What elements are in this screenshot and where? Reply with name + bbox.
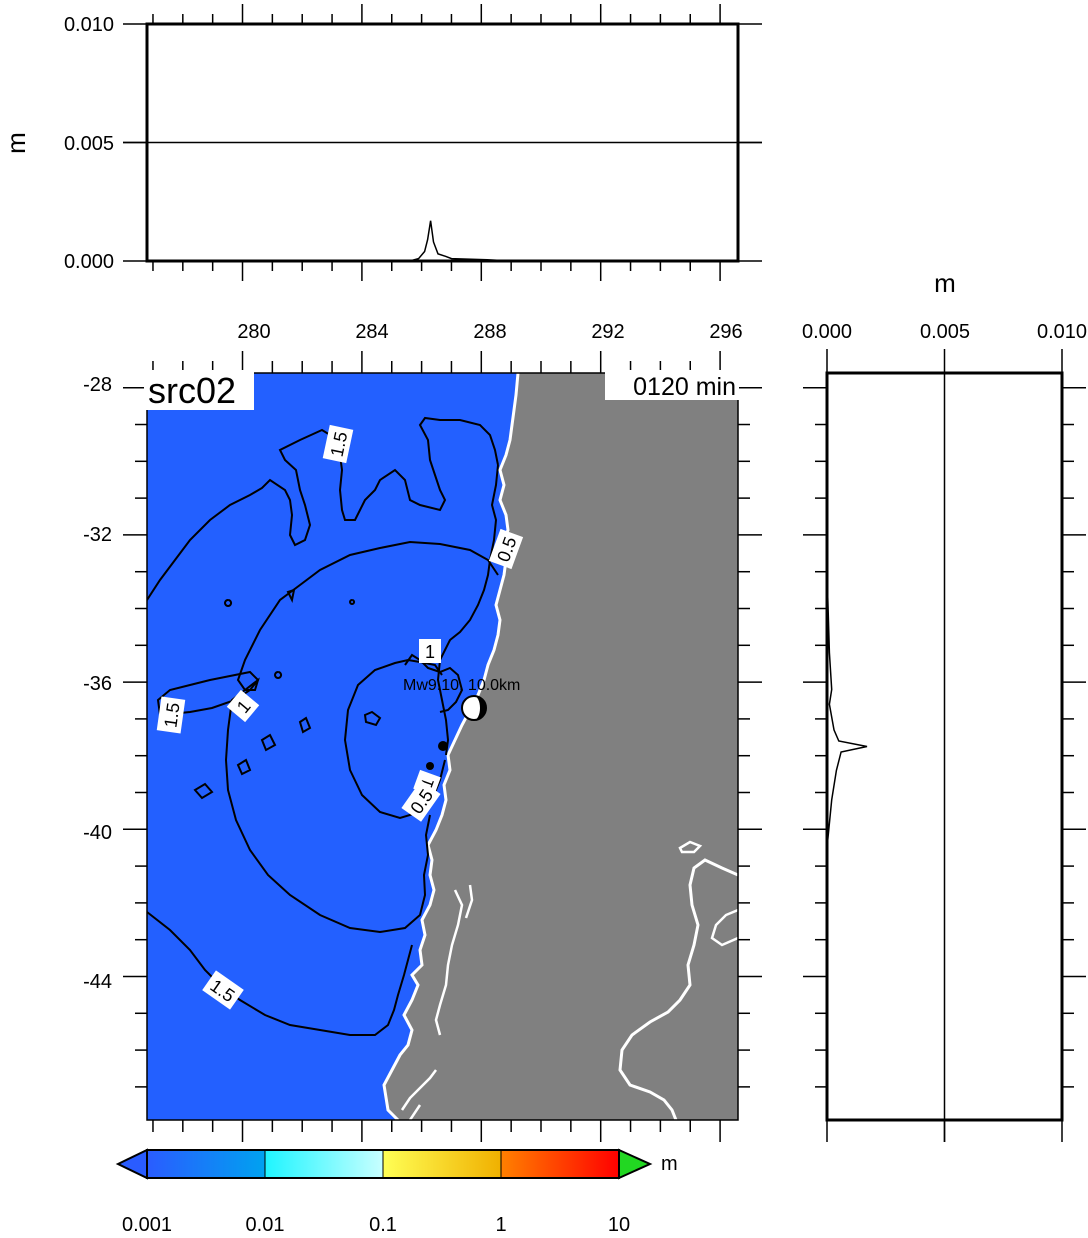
map-panel: 1.5 0.5 1 1.5 1 — [83, 321, 762, 1142]
colorbar-tick-label: 0.01 — [246, 1214, 285, 1236]
right-profile-panel: m 0.000 0.005 0.010 — [802, 268, 1087, 1142]
map-ytick-label: -36 — [83, 673, 112, 695]
right-xlabel: m — [934, 268, 956, 298]
contour-label: 1.5 — [156, 696, 186, 734]
colorbar-band — [147, 1150, 265, 1178]
colorbar-band — [265, 1150, 383, 1178]
contour-line-1.5-south — [147, 911, 413, 1036]
contour-line-coastal-1 — [436, 464, 499, 756]
map-xtick-label: 284 — [355, 321, 388, 343]
map-ytick-label: -44 — [83, 971, 112, 993]
station-marker — [426, 762, 434, 770]
top-ytick-label-0.010: 0.010 — [64, 14, 114, 36]
inland-lake-outline — [678, 840, 703, 854]
contour-line-1.5-islands — [156, 670, 260, 717]
colorbar-under-triangle — [115, 1148, 148, 1180]
right-xtick-label-0.005: 0.005 — [920, 321, 970, 343]
source-label-box — [144, 370, 254, 410]
right-profile-series-line — [826, 571, 868, 848]
map-frame — [146, 372, 739, 1121]
fjord-line — [434, 884, 474, 1036]
svg-text:1.5: 1.5 — [160, 701, 183, 729]
colorbar-tick-label: 0.001 — [122, 1214, 172, 1236]
map-ticks — [123, 351, 762, 1142]
map-xtick-label: 280 — [237, 321, 270, 343]
top-ylabel: m — [1, 132, 31, 154]
map-xtick-label: 296 — [709, 321, 742, 343]
colorbar-tick-label: 1 — [495, 1214, 506, 1236]
top-ytick-label-0.000: 0.000 — [64, 251, 114, 273]
colorbar-tick-label: 10 — [608, 1214, 630, 1236]
map-ytick-label: -40 — [83, 822, 112, 844]
top-profile-panel: 0.010 0.005 0.000 m — [1, 4, 762, 281]
contour-label: 1.5 — [322, 424, 354, 464]
top-profile-series-line — [409, 220, 512, 262]
colorbar: m 0.001 0.01 0.1 1 10 — [115, 1148, 678, 1236]
station-marker — [438, 741, 448, 751]
inland-border-line — [710, 908, 738, 947]
contour-line-coastal-2 — [404, 653, 464, 713]
colorbar-tick-label: 0.1 — [369, 1214, 397, 1236]
map-xtick-label: 292 — [591, 321, 624, 343]
contour-line-1.5-outer — [147, 416, 499, 601]
right-xtick-label-0.000: 0.000 — [802, 321, 852, 343]
source-label: src02 — [148, 370, 236, 411]
svg-text:1: 1 — [425, 642, 435, 662]
inland-coastline-east — [618, 858, 738, 1120]
colorbar-band — [383, 1150, 501, 1178]
coastline — [382, 373, 520, 1120]
land-area — [384, 373, 738, 1120]
southern-coast-fragment — [400, 1069, 437, 1120]
contour-small-blobs — [193, 588, 382, 800]
colorbar-unit: m — [661, 1153, 678, 1175]
contour-labels: 1.5 0.5 1 1.5 1 — [156, 424, 524, 1010]
contour-label: 1 — [419, 639, 441, 663]
map-xtick-label: 288 — [473, 321, 506, 343]
time-label-box — [605, 370, 739, 400]
epicenter-label: Mw9.10, 10.0km — [403, 677, 520, 694]
colorbar-band — [501, 1150, 619, 1178]
time-label: 0120 min — [633, 373, 736, 401]
beachball-icon — [461, 695, 487, 721]
right-xtick-label-0.010: 0.010 — [1037, 321, 1087, 343]
top-ytick-label-0.005: 0.005 — [64, 133, 114, 155]
map-ytick-label: -28 — [83, 374, 112, 396]
colorbar-over-triangle — [618, 1148, 653, 1180]
map-ytick-label: -32 — [83, 524, 112, 546]
contour-label: 1 — [226, 689, 260, 723]
